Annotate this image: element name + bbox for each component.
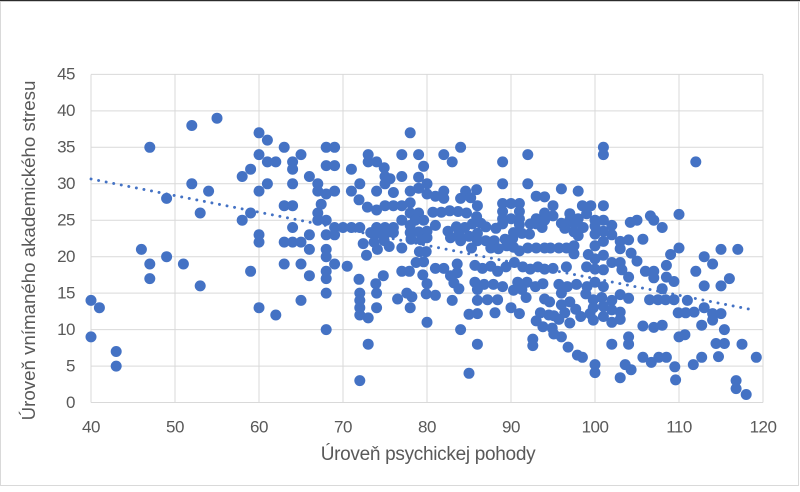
svg-text:40: 40 xyxy=(82,418,100,437)
svg-text:100: 100 xyxy=(582,418,609,437)
svg-text:90: 90 xyxy=(502,418,520,437)
svg-text:70: 70 xyxy=(334,418,352,437)
svg-text:120: 120 xyxy=(750,418,777,437)
svg-text:35: 35 xyxy=(57,138,75,157)
svg-text:80: 80 xyxy=(418,418,436,437)
svg-text:60: 60 xyxy=(250,418,268,437)
svg-text:30: 30 xyxy=(57,174,75,193)
svg-text:5: 5 xyxy=(66,356,75,375)
svg-text:110: 110 xyxy=(666,418,692,437)
svg-text:Úroveň psychickej pohody: Úroveň psychickej pohody xyxy=(321,443,536,465)
svg-text:20: 20 xyxy=(57,247,75,266)
svg-text:25: 25 xyxy=(57,211,75,230)
svg-text:45: 45 xyxy=(57,65,75,84)
svg-text:10: 10 xyxy=(57,320,75,339)
svg-text:15: 15 xyxy=(57,283,75,302)
svg-text:40: 40 xyxy=(57,101,75,120)
svg-text:50: 50 xyxy=(166,418,184,437)
svg-text:0: 0 xyxy=(66,393,75,412)
svg-text:Úroveň vnímaného akademického: Úroveň vnímaného akademického stresu xyxy=(18,81,39,421)
